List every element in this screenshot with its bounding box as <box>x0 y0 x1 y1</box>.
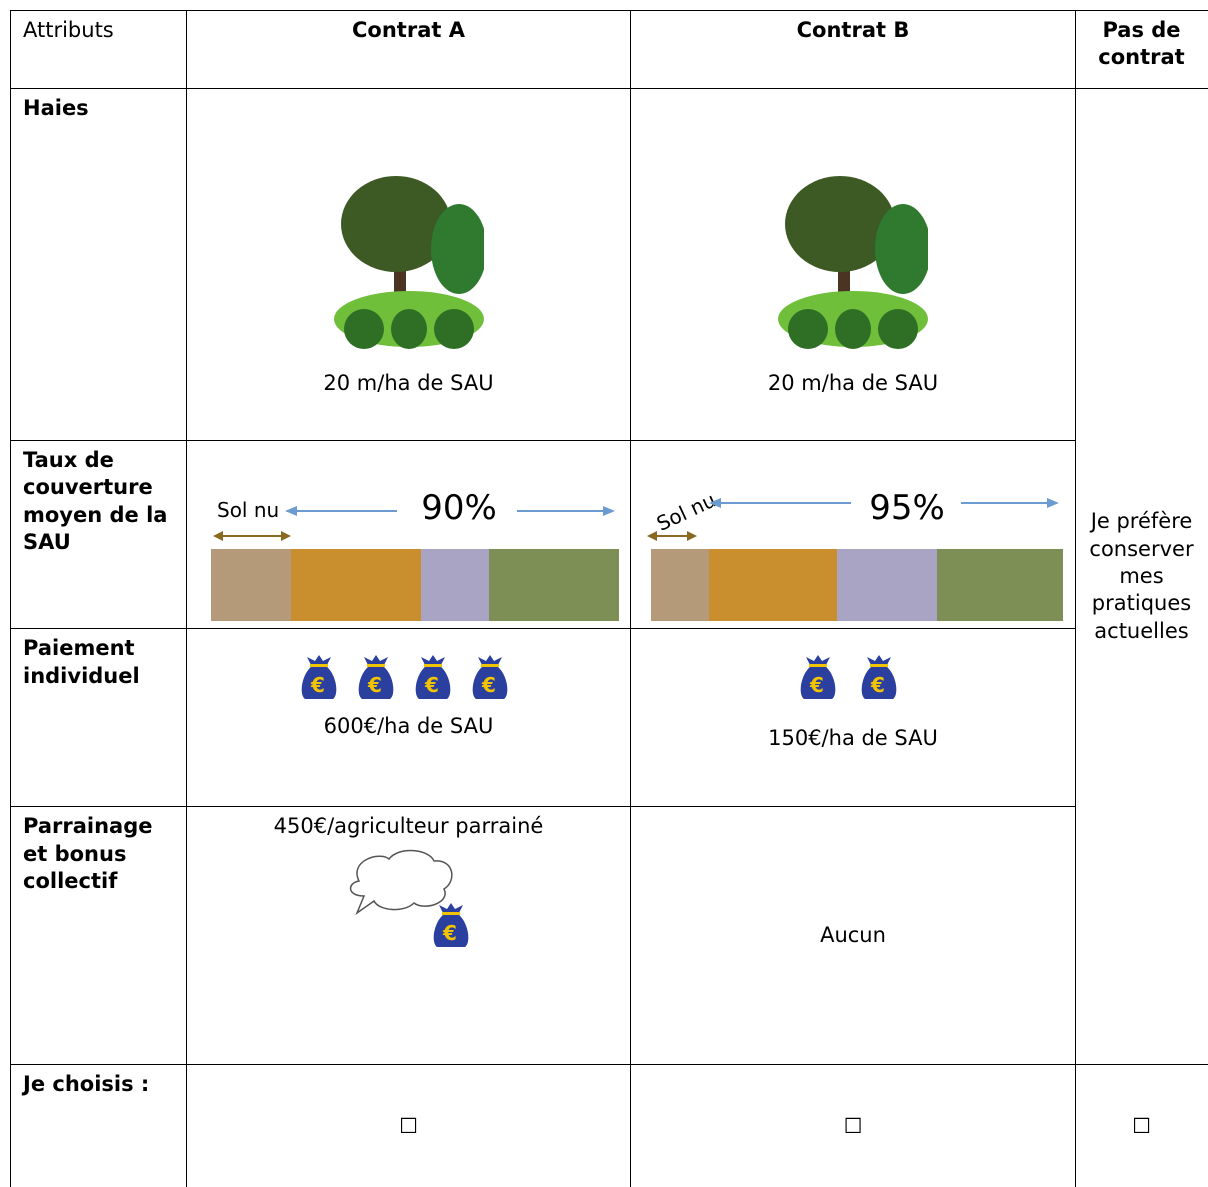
image-text: Sol nu <box>217 498 279 522</box>
cover-image: Sol nu 90% <box>211 488 619 621</box>
cell-text: 150€/ha de SAU <box>768 725 938 750</box>
header-cell: Contrat A <box>186 10 631 89</box>
row-label: Parrainage et bonus collectif <box>10 806 187 1066</box>
table: Attributs Contrat A Contrat B Pas de con… <box>10 10 1208 1187</box>
cell: 150€/ha de SAU <box>630 628 1076 808</box>
image-text: Sol nu <box>653 488 720 536</box>
cell: 20 m/ha de SAU <box>630 88 1076 441</box>
tree-image <box>333 176 487 349</box>
cell: 20 m/ha de SAU <box>186 88 631 441</box>
tree-image <box>778 176 931 349</box>
cell-text: 600€/ha de SAU <box>323 713 494 738</box>
cell: 600€/ha de SAU <box>186 628 631 808</box>
cell-text: 20 m/ha de SAU <box>323 371 494 396</box>
cell: 450€/agriculteur parrainé <box>186 806 631 1066</box>
cell-text: 20 m/ha de SAU <box>767 371 939 396</box>
cover-image: Sol nu 95% <box>647 488 1063 621</box>
money-bags <box>301 655 507 700</box>
speech-bubble <box>349 849 468 947</box>
checkbox[interactable]: ☐ <box>630 1064 1076 1187</box>
header-cell: Pas de contrat <box>1075 10 1208 89</box>
header-cell: Attributs <box>10 10 187 89</box>
cell: Sol nu 90% <box>186 439 631 630</box>
checkbox[interactable]: ☐ <box>1075 1064 1208 1187</box>
cell-text: 450€/agriculteur parrainé <box>273 814 544 839</box>
image-text: 90% <box>421 488 497 528</box>
cell: Aucun <box>630 806 1076 1066</box>
row-label: Paiement individuel <box>10 628 187 808</box>
no-contract-cell: Je préfère conserver mes pratiques actue… <box>1075 87 1208 1066</box>
row-label: Taux de couverture moyen de la SAU <box>10 439 187 630</box>
money-bags <box>800 655 897 700</box>
checkbox[interactable]: ☐ <box>186 1064 631 1187</box>
row-label: Je choisis : <box>10 1064 187 1187</box>
image-text: 95% <box>869 488 945 528</box>
header-cell: Contrat B <box>630 10 1076 89</box>
page: € Attributs Contrat A Contrat B Pas de c… <box>10 10 1208 1187</box>
row-label: Haies <box>10 88 187 441</box>
cell: Sol nu 95% <box>630 439 1076 630</box>
